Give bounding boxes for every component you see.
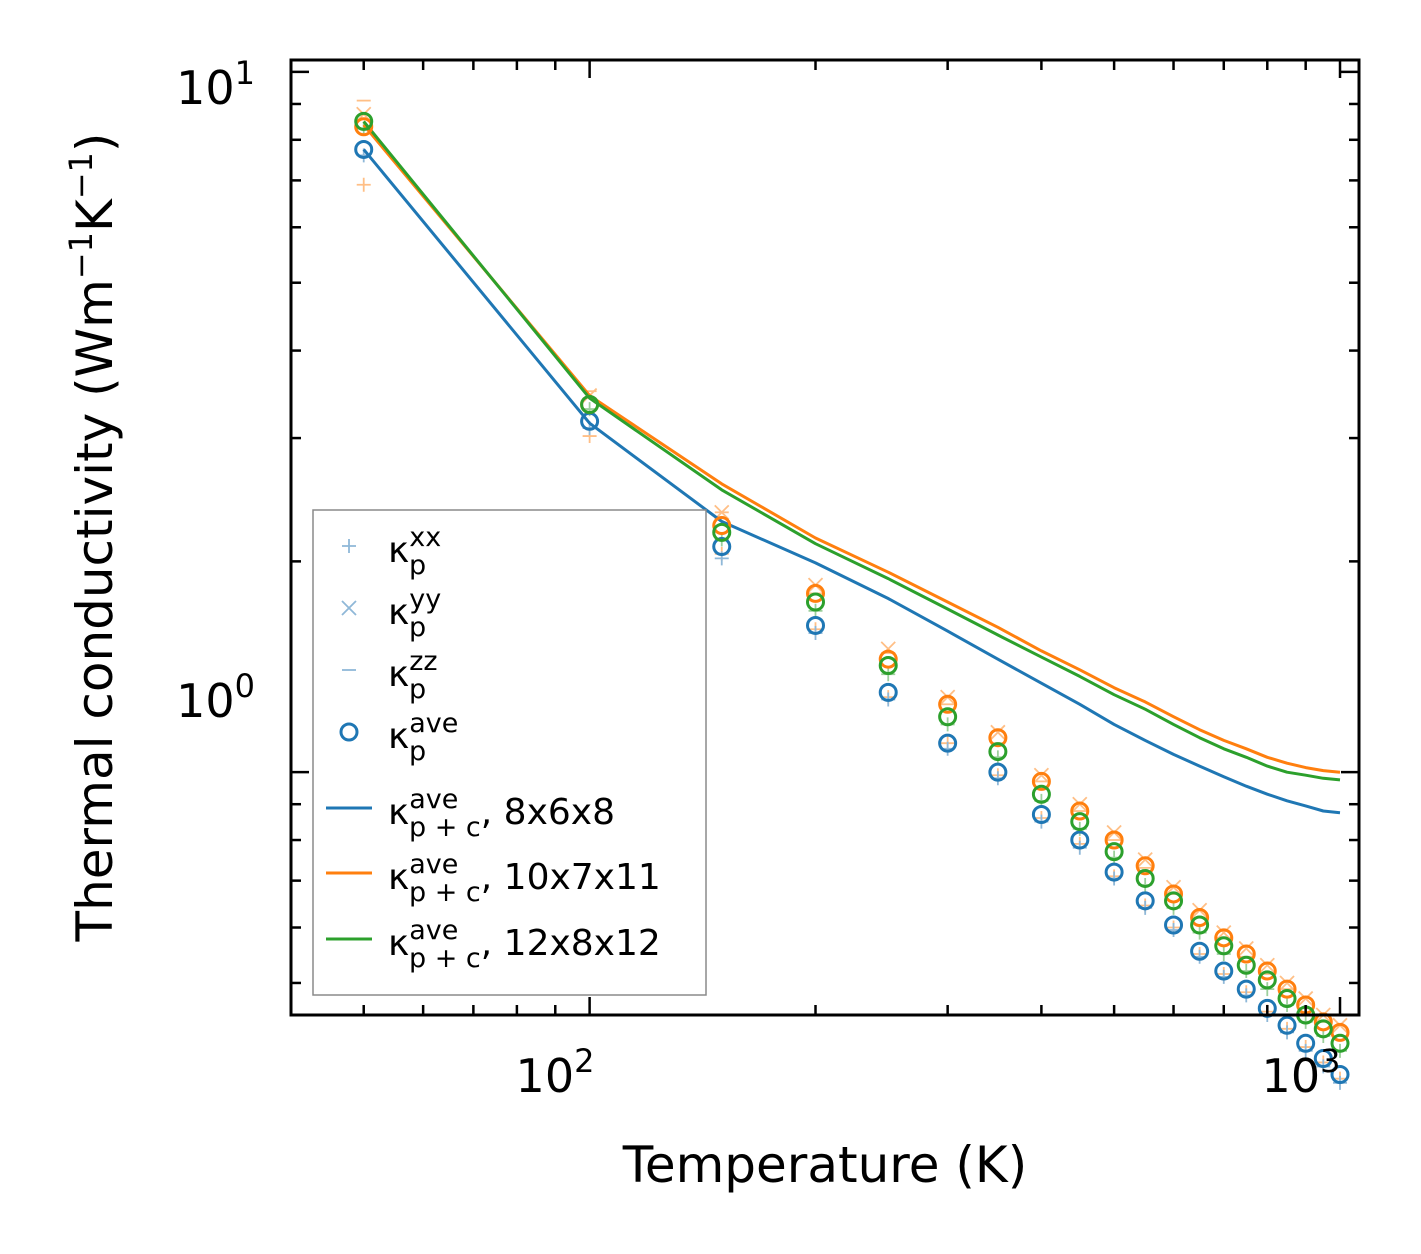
data-point-plus (356, 177, 371, 192)
data-point-circles (1135, 856, 1155, 876)
data-point-circles (354, 139, 374, 159)
plot-frame (289, 58, 1361, 1017)
tick-marks (289, 60, 1359, 1015)
legend-label-kpc-10x7x11: κave p + c, 10x7x11 (388, 849, 661, 908)
data-point-circles (1031, 784, 1051, 804)
data-point-circles (1330, 1065, 1350, 1085)
data-point-circles (1277, 979, 1297, 999)
data-point-circles (806, 583, 826, 603)
series-line-6 (362, 123, 1341, 774)
x-tick-label-1000: 103 (1262, 1042, 1341, 1103)
data-point-circles (988, 728, 1008, 748)
data-point-circles (1214, 928, 1234, 948)
legend-label-kave: κave p (388, 708, 458, 767)
data-point-cross (1137, 852, 1153, 868)
series-circles-9 (354, 117, 1350, 1042)
data-point-circles (878, 656, 898, 676)
legend-label-kyy: κyy p (388, 584, 441, 643)
data-point-circles (1135, 891, 1155, 911)
y-tick-label-10: 101 (176, 54, 255, 115)
data-point-circles (1031, 771, 1051, 791)
legend: κxx p κyy p κzz p κave p κave p + c, 8x6x8 κa… (312, 509, 707, 996)
data-point-cross (1279, 975, 1295, 991)
legend-markers (326, 539, 372, 941)
data-point-circles (1164, 884, 1184, 904)
data-point-circles (1214, 961, 1234, 981)
data-point-circles (1330, 1033, 1350, 1053)
y-axis-title: Thermal conductivity (Wm−1K−1) (62, 133, 124, 943)
data-point-circles (1104, 842, 1124, 862)
data-point-circles (1104, 830, 1124, 850)
data-point-circles (988, 742, 1008, 762)
series-line-5 (362, 148, 1341, 815)
legend-label-kpc-12x8x12: κave p + c, 12x8x12 (388, 915, 661, 974)
data-point-circles (1164, 915, 1184, 935)
data-point-circles (806, 615, 826, 635)
series-line-7 (362, 120, 1341, 782)
series-line (362, 148, 1341, 815)
data-point-circles (938, 694, 958, 714)
legend-marker-circle (339, 722, 359, 742)
data-point-circles (1031, 805, 1051, 825)
data-point-circles (878, 682, 898, 702)
data-point-circles (354, 111, 374, 131)
y-tick-label-1: 100 (176, 667, 255, 728)
data-point-circles (988, 762, 1008, 782)
data-point-cross (990, 724, 1006, 740)
data-point-circles (1257, 961, 1277, 981)
data-point-cross (1238, 940, 1254, 957)
data-point-circles (1236, 944, 1256, 964)
data-point-cross (1033, 767, 1050, 783)
x-tick-label-100: 102 (516, 1042, 595, 1103)
legend-box (312, 509, 707, 996)
series-line (362, 120, 1341, 782)
data-point-circles (1277, 1015, 1297, 1035)
data-point-circles (806, 592, 826, 612)
data-point-circles (1296, 1033, 1316, 1053)
data-point-circles (1236, 979, 1256, 999)
data-point-circles (1070, 812, 1090, 832)
data-point-circles (354, 117, 374, 137)
data-point-cross (1259, 957, 1275, 973)
legend-label-kxx: κxx p (388, 522, 441, 581)
data-point-circles (1070, 830, 1090, 850)
data-point-circles (1190, 915, 1210, 935)
data-point-circles (712, 537, 732, 557)
series-circles-8 (354, 139, 1350, 1085)
data-point-circles (1070, 801, 1090, 821)
data-point-circles (1313, 1049, 1333, 1069)
data-point-circles (1236, 955, 1256, 975)
legend-label-kpc-8x6x8: κave p + c, 8x6x8 (388, 784, 615, 843)
data-point-circles (712, 522, 732, 542)
data-point-circles (938, 733, 958, 753)
data-point-circles (1135, 868, 1155, 888)
data-point-circles (1104, 862, 1124, 882)
data-point-circles (938, 707, 958, 727)
legend-marker-cross (341, 600, 357, 616)
legend-marker-plus (342, 539, 356, 553)
x-axis-title: Temperature (K) (622, 1136, 1027, 1194)
data-point-circles (1257, 970, 1277, 990)
data-point-circles (1214, 936, 1234, 956)
series-layer (354, 99, 1350, 1090)
series-line (362, 123, 1341, 774)
data-point-circles (1313, 1019, 1333, 1039)
data-point-circles (1164, 891, 1184, 911)
data-point-circles (878, 649, 898, 669)
data-point-circles (1190, 941, 1210, 961)
data-point-circles (580, 395, 600, 415)
legend-label-kzz: κzz p (388, 646, 438, 705)
data-point-circles (1190, 908, 1210, 928)
data-point-circles (1277, 989, 1297, 1009)
data-point-circles (712, 516, 732, 536)
data-point-cross (1298, 990, 1314, 1007)
